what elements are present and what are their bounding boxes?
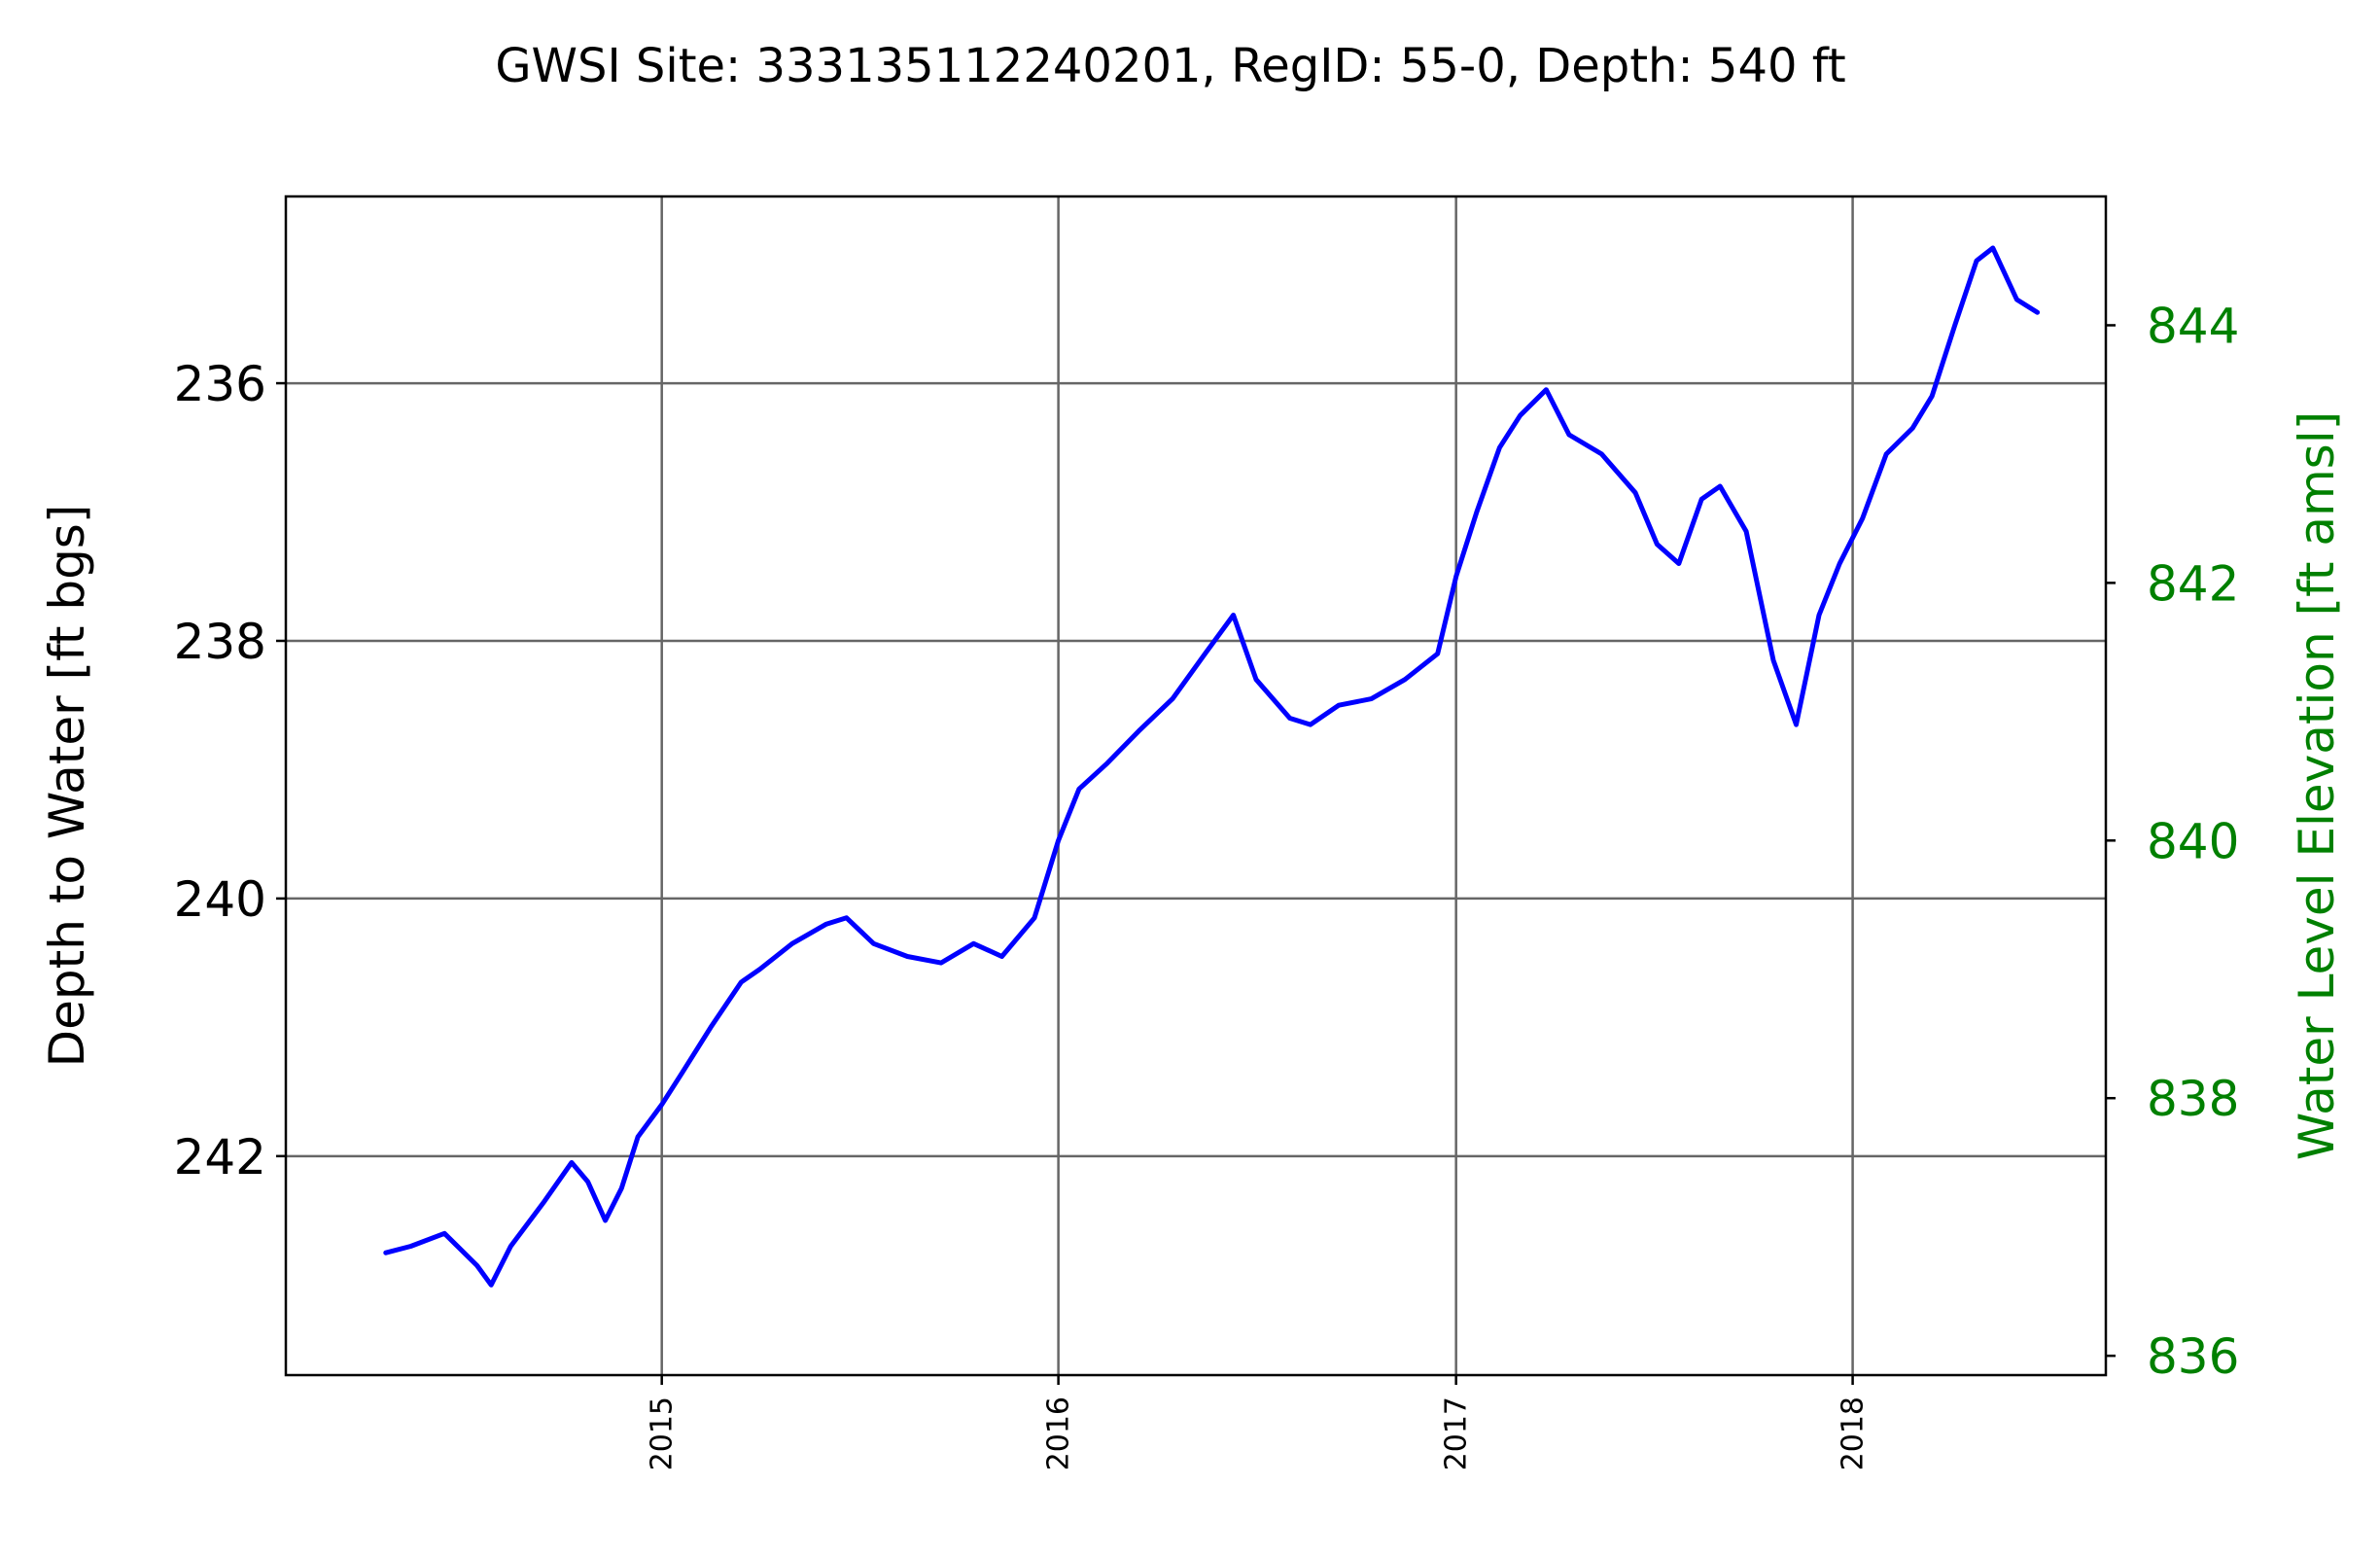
x-axis-ticks: 2015 2016 2017 2018 <box>646 1375 1871 1470</box>
x-tick-label: 2016 <box>1042 1397 1076 1470</box>
plot-frame <box>284 194 2108 1377</box>
y-tick-label: 242 <box>174 1129 266 1185</box>
grid <box>286 196 2106 1375</box>
x-tick-label: 2015 <box>646 1397 680 1470</box>
y-tick-label: 238 <box>174 614 266 670</box>
y-tick-label: 240 <box>174 871 266 928</box>
x-tick-label: 2018 <box>1837 1397 1871 1470</box>
y2-tick-label: 840 <box>2147 813 2239 869</box>
right-axis-ticks: 836 838 840 842 844 <box>2106 298 2239 1385</box>
y-axis-label: Depth to Water [ft bgs] <box>39 505 95 1068</box>
series-layer <box>383 245 2041 1288</box>
series-line <box>383 245 2041 1288</box>
y-tick-label: 236 <box>174 356 266 412</box>
y2-axis-label: Water Level Elevation [ft amsl] <box>2289 411 2345 1160</box>
y2-tick-label: 836 <box>2147 1328 2239 1385</box>
left-axis-ticks: 236 238 240 242 <box>174 356 286 1185</box>
y2-tick-label: 838 <box>2147 1071 2239 1127</box>
x-tick-label: 2017 <box>1440 1397 1474 1470</box>
chart-title: GWSI Site: 333135112240201, RegID: 55-0,… <box>495 39 1845 93</box>
y2-tick-label: 842 <box>2147 555 2239 612</box>
y2-tick-label: 844 <box>2147 298 2239 354</box>
